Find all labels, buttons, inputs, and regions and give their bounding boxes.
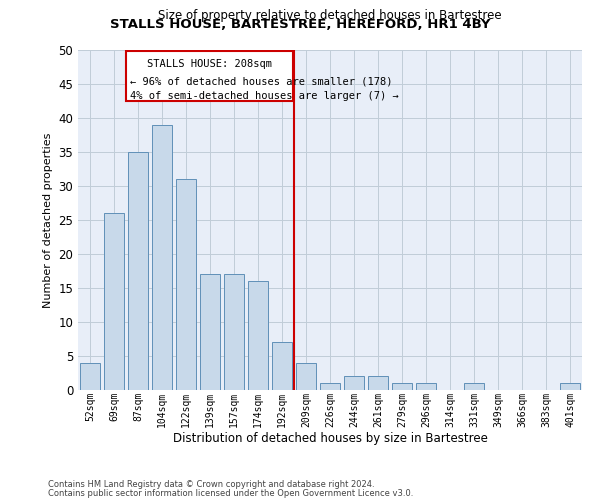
Bar [272, 342, 292, 390]
Bar [224, 274, 244, 390]
Bar [104, 213, 124, 390]
Text: STALLS HOUSE: 208sqm: STALLS HOUSE: 208sqm [147, 59, 272, 69]
Bar [416, 383, 436, 390]
Text: 4% of semi-detached houses are larger (7) →: 4% of semi-detached houses are larger (7… [130, 92, 398, 102]
Y-axis label: Number of detached properties: Number of detached properties [43, 132, 53, 308]
Bar [464, 383, 484, 390]
Bar [80, 363, 100, 390]
Bar [560, 383, 580, 390]
Bar [128, 152, 148, 390]
Text: ← 96% of detached houses are smaller (178): ← 96% of detached houses are smaller (17… [130, 76, 392, 86]
Bar [126, 52, 293, 101]
Text: STALLS HOUSE, BARTESTREE, HEREFORD, HR1 4BY: STALLS HOUSE, BARTESTREE, HEREFORD, HR1 … [110, 18, 490, 30]
Bar [392, 383, 412, 390]
Bar [176, 179, 196, 390]
Title: Size of property relative to detached houses in Bartestree: Size of property relative to detached ho… [158, 10, 502, 22]
X-axis label: Distribution of detached houses by size in Bartestree: Distribution of detached houses by size … [173, 432, 487, 445]
Bar [320, 383, 340, 390]
Bar [296, 363, 316, 390]
Text: Contains HM Land Registry data © Crown copyright and database right 2024.: Contains HM Land Registry data © Crown c… [48, 480, 374, 489]
Bar [200, 274, 220, 390]
Bar [344, 376, 364, 390]
Bar [368, 376, 388, 390]
Bar [248, 281, 268, 390]
Bar [152, 125, 172, 390]
Text: Contains public sector information licensed under the Open Government Licence v3: Contains public sector information licen… [48, 488, 413, 498]
